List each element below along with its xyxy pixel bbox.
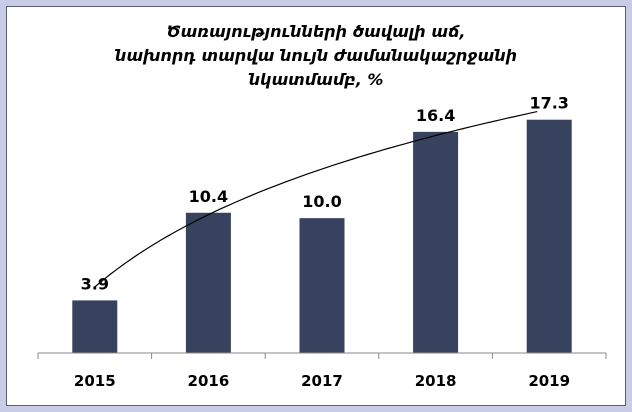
chart-title-line-2: նախորդ տարվա նույն ժամանակաշրջանի (114, 46, 518, 65)
chart-title: Ծառայությունների ծավալի աճ, նախորդ տարվա… (6, 20, 626, 92)
data-label-2015: 3.9 (81, 274, 109, 293)
trendline-layer (94, 111, 538, 288)
bar-2018 (413, 131, 459, 353)
data-label-2017: 10.0 (302, 192, 341, 211)
chart-title-line-3: նկատմամբ, % (248, 70, 384, 89)
bar-chart: 2015 2016 2017 2018 2019 3.9 10.4 10.0 16.4 17.3 (37, 94, 607, 390)
chart-title-line-1: Ծառայությունների ծավալի աճ, (166, 22, 466, 41)
bar-2019 (526, 119, 572, 353)
x-axis: 2015 2016 2017 2018 2019 (37, 352, 607, 390)
x-tick-label-2019: 2019 (528, 372, 570, 390)
data-label-2019: 17.3 (529, 94, 568, 113)
bar-2016 (185, 212, 231, 353)
x-tick-label-2018: 2018 (415, 372, 457, 390)
data-label-2016: 10.4 (189, 187, 228, 206)
bar-2017 (299, 218, 345, 353)
bars-layer (72, 119, 572, 353)
x-tick-label-2017: 2017 (301, 372, 343, 390)
data-labels-layer: 3.9 10.4 10.0 16.4 17.3 (81, 94, 569, 294)
trendline (94, 111, 538, 288)
chart-border (6, 6, 626, 406)
bar-2015 (72, 300, 118, 353)
x-tick-label-2016: 2016 (188, 372, 230, 390)
x-tick-label-2015: 2015 (74, 372, 116, 390)
data-label-2018: 16.4 (416, 106, 455, 125)
